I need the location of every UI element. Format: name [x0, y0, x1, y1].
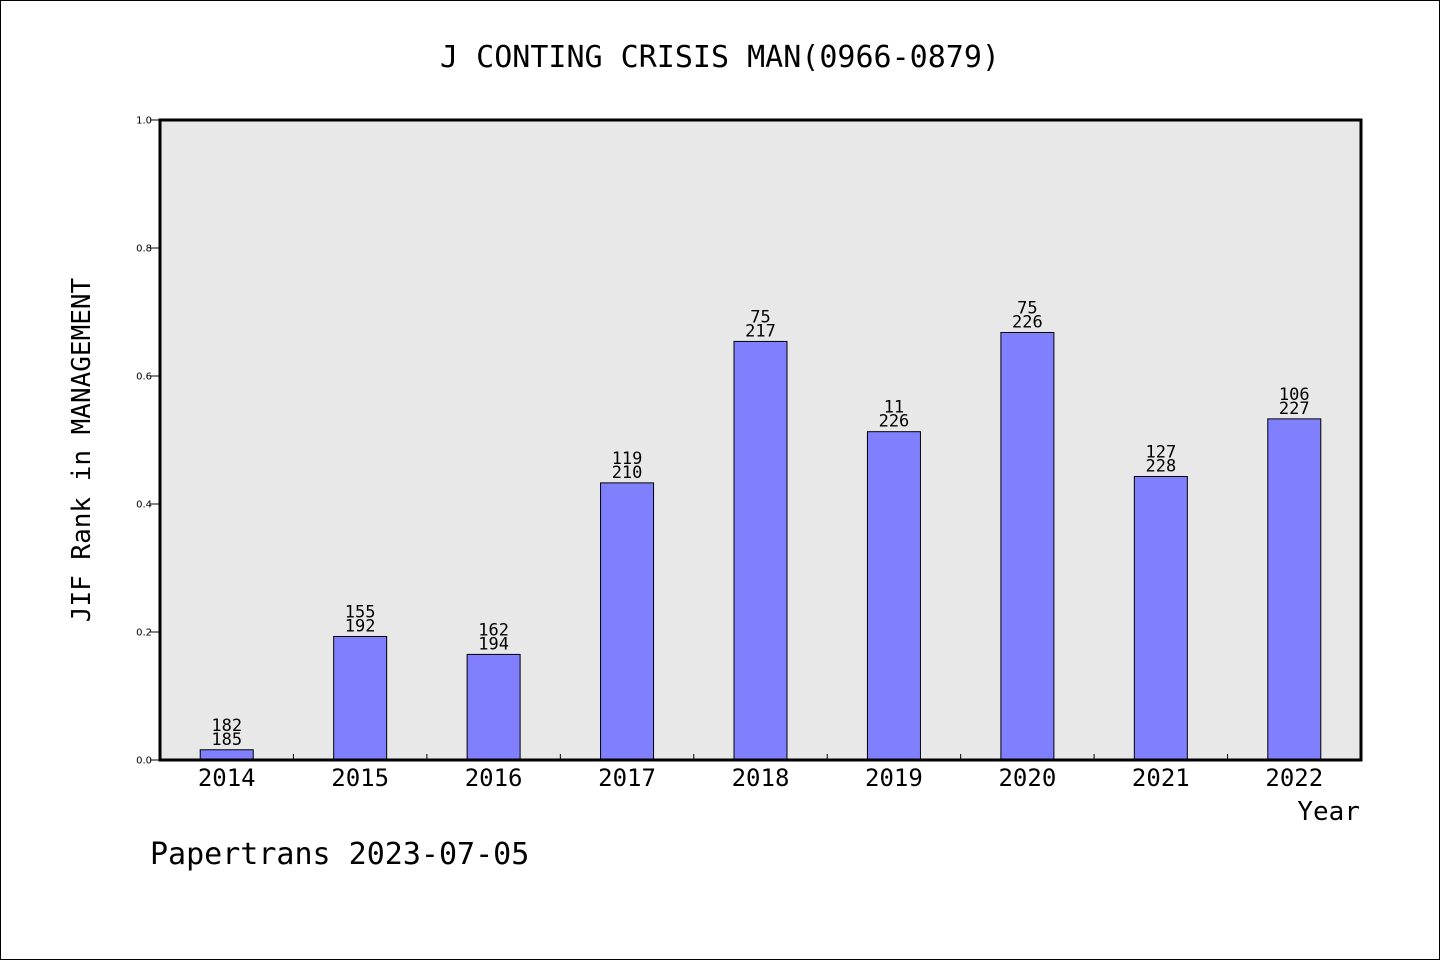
bar-2018 — [733, 340, 788, 761]
y-tick-label: 0.8 — [136, 244, 152, 255]
chart-title: J CONTING CRISIS MAN(0966-0879) — [440, 40, 1000, 75]
y-tick-label: 1.0 — [136, 116, 152, 127]
bar-total-label: 228 — [1145, 456, 1176, 476]
x-tick-label: 2022 — [1265, 764, 1323, 792]
bar-2016 — [466, 653, 521, 761]
y-axis: 0.0 0.2 0.4 0.6 0.8 1.0 — [136, 116, 160, 767]
bar-rank-label: 11 — [884, 398, 904, 418]
bar-2019 — [866, 431, 921, 761]
x-tick-label: 2015 — [331, 764, 389, 792]
x-tick-label: 2018 — [732, 764, 790, 792]
y-tick-label: 0.0 — [136, 756, 152, 767]
bar-2015 — [333, 635, 388, 761]
x-tick-label: 2020 — [998, 764, 1056, 792]
bar-total-label: 226 — [1012, 312, 1043, 332]
bar-rank-label: 127 — [1145, 442, 1176, 462]
bars — [199, 331, 1322, 761]
bar-rank-label: 155 — [345, 602, 376, 622]
bar-2020 — [1000, 331, 1055, 761]
bar-total-label: 194 — [478, 634, 509, 654]
y-tick-label: 0.6 — [136, 372, 152, 383]
footer-credit: Papertrans 2023-07-05 — [150, 837, 529, 872]
bar-rank-label: 75 — [750, 307, 770, 327]
x-tick-label: 2017 — [598, 764, 656, 792]
x-tick-label: 2019 — [865, 764, 923, 792]
y-tick-label: 0.4 — [136, 500, 152, 511]
x-axis-label: Year — [1297, 797, 1360, 827]
bar-rank-label: 106 — [1279, 385, 1310, 405]
bar-rank-label: 119 — [612, 449, 643, 469]
bar-rank-label: 75 — [1017, 298, 1037, 318]
bar-total-label: 226 — [879, 412, 910, 432]
bar-total-label: 210 — [612, 463, 643, 483]
x-tick-label: 2021 — [1132, 764, 1190, 792]
bar-2017 — [600, 482, 655, 761]
x-tick-label: 2014 — [198, 764, 256, 792]
y-axis-label: JIF Rank in MANAGEMENT — [67, 277, 97, 622]
bar-total-label: 217 — [745, 321, 776, 341]
x-axis: 2014 2015 2016 2017 2018 2019 2020 2021 2022 — [198, 754, 1323, 792]
bar-2022 — [1267, 418, 1322, 761]
bar-rank-label: 162 — [478, 620, 509, 640]
plot-border — [158, 118, 1363, 762]
bar-rank-label: 182 — [211, 716, 242, 736]
bar-total-label: 227 — [1279, 399, 1310, 419]
bar-total-label: 192 — [345, 616, 376, 636]
x-tick-label: 2016 — [465, 764, 523, 792]
bar-2014 — [199, 749, 254, 761]
y-tick-label: 0.2 — [136, 628, 152, 639]
bar-total-label: 185 — [211, 730, 242, 750]
bar-2021 — [1133, 475, 1188, 761]
